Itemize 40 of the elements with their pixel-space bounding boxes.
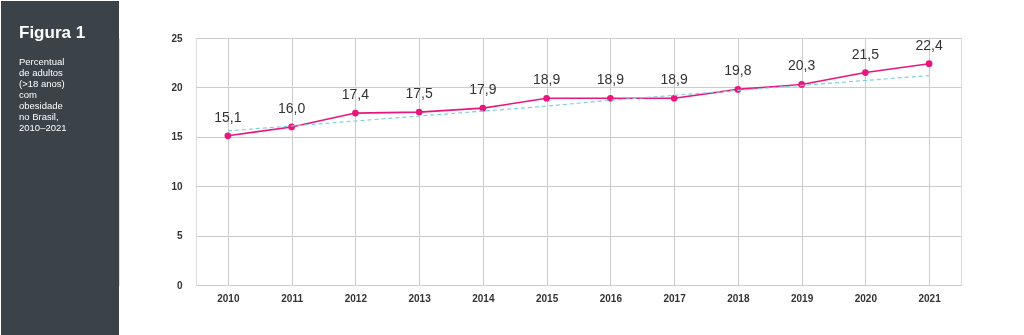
y-tick-label: 15 bbox=[171, 131, 183, 143]
data-label: 20,3 bbox=[788, 57, 816, 74]
data-label: 18,9 bbox=[533, 71, 561, 88]
y-tick-label: 10 bbox=[171, 180, 183, 192]
point bbox=[543, 94, 550, 102]
x-tick-label: 2016 bbox=[599, 292, 623, 304]
data-label: 18,9 bbox=[596, 71, 625, 88]
point bbox=[224, 132, 232, 140]
data-label: 18,9 bbox=[660, 71, 688, 88]
x-tick-label: 2019 bbox=[791, 292, 814, 304]
point bbox=[479, 104, 487, 112]
point bbox=[925, 60, 933, 68]
y-tick-label: 20 bbox=[171, 81, 183, 93]
x-tick-label: 2020 bbox=[854, 292, 878, 304]
text: Percentual de adultos (>18 anos) com obesidade no Brasil, 2010–2021 bbox=[19, 56, 67, 133]
point bbox=[415, 108, 423, 116]
data-label: 22,4 bbox=[915, 36, 943, 53]
data-label: 17,9 bbox=[469, 81, 497, 98]
data-label: 21,5 bbox=[851, 45, 880, 62]
x-tick-label: 2021 bbox=[918, 292, 942, 304]
point bbox=[862, 69, 869, 76]
data-label: 17,4 bbox=[341, 86, 370, 103]
y-tick-label: 0 bbox=[176, 279, 183, 291]
data-label: 17,5 bbox=[405, 85, 433, 102]
x-tick-label: 2017 bbox=[663, 292, 687, 304]
x-tick-label: 2015 bbox=[536, 292, 559, 304]
x-tick-label: 2011 bbox=[281, 292, 304, 304]
data-label: 15,1 bbox=[214, 108, 242, 125]
data-label: 19,8 bbox=[724, 62, 752, 79]
point bbox=[670, 94, 678, 102]
x-tick-label: 2014 bbox=[472, 292, 495, 304]
x-tick-label: 2018 bbox=[727, 292, 750, 304]
x-tick-label: 2013 bbox=[408, 292, 432, 304]
y-tick-label: 5 bbox=[176, 230, 183, 242]
text: Figura 1 bbox=[19, 23, 86, 42]
point bbox=[352, 109, 359, 117]
x-tick-label: 2012 bbox=[344, 292, 368, 304]
y-tick-label: 25 bbox=[171, 32, 183, 44]
x-tick-label: 2010 bbox=[217, 292, 240, 304]
data-label: 16,0 bbox=[278, 99, 306, 116]
